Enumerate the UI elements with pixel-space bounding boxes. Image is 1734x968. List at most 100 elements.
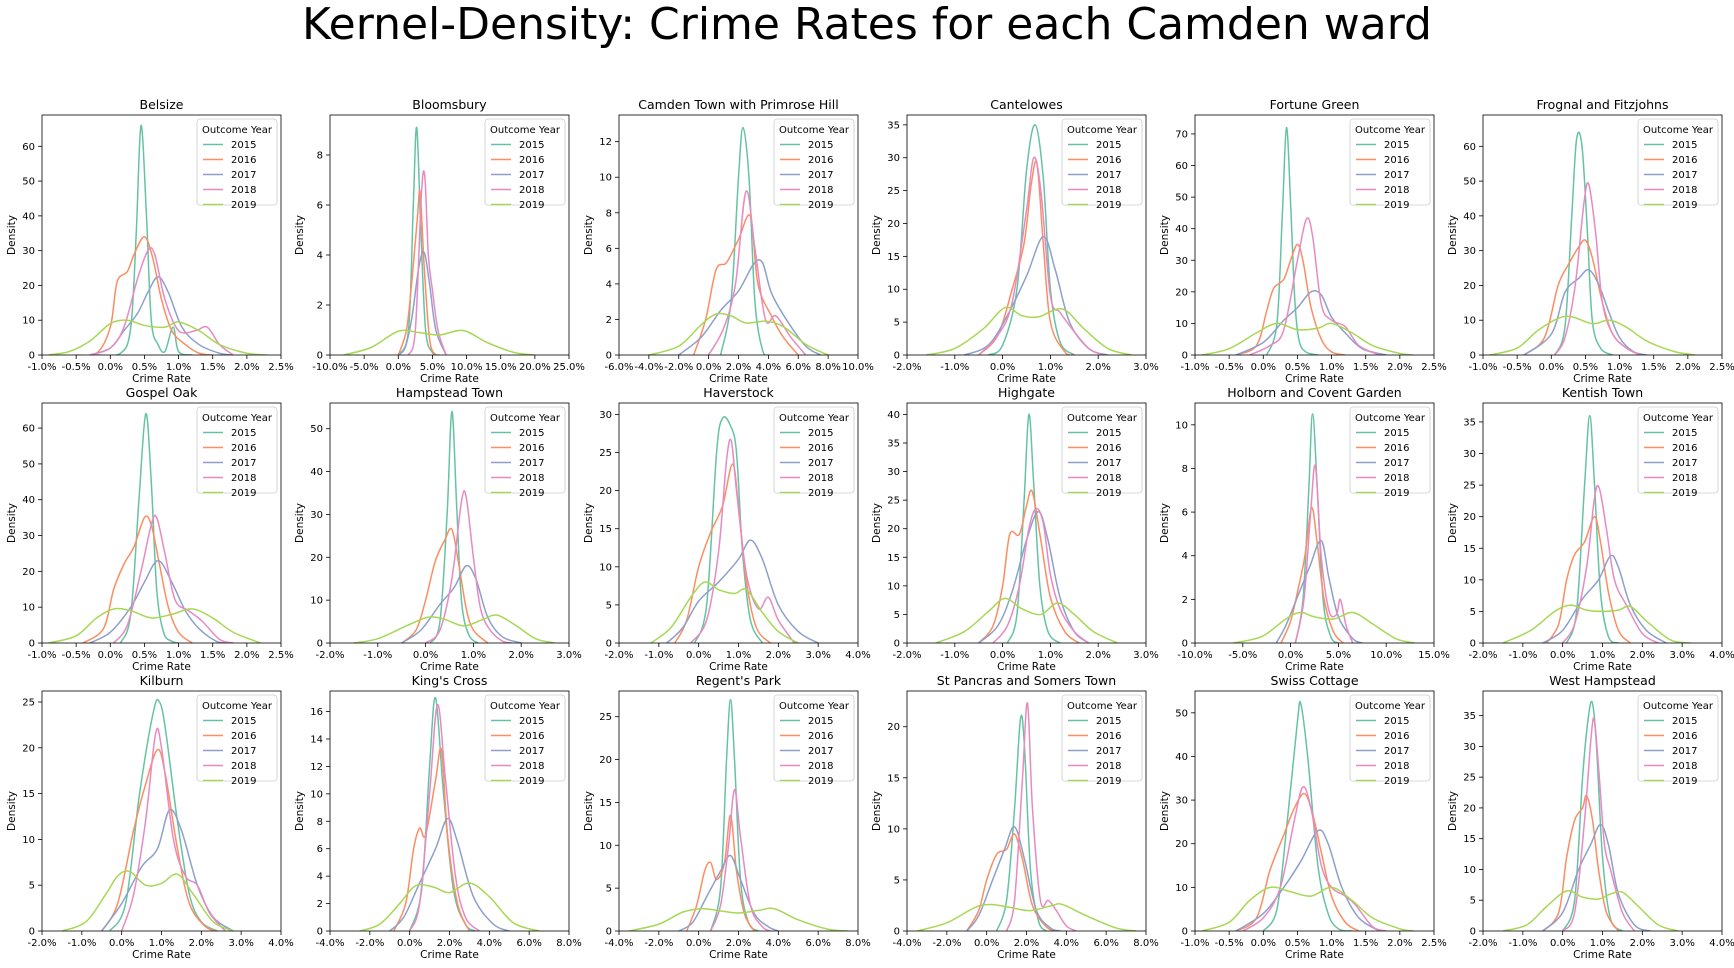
density-curve-2017: [401, 564, 522, 643]
legend-entry: 2015: [519, 140, 544, 151]
y-tick-label: 20: [887, 219, 900, 230]
y-tick-label: 60: [1463, 142, 1476, 153]
x-tick-label: 0.0%: [1251, 362, 1276, 373]
legend-entry: 2019: [1096, 200, 1121, 211]
y-axis-label: Density: [294, 791, 306, 831]
legend-entry: 2018: [519, 473, 544, 484]
subplot-8: Haverstock -2.0% -1.0% 0.0% 1.0% 2.0% 3.0% 4.0%…: [583, 385, 871, 673]
x-tick-label: 2.0%: [1085, 650, 1110, 661]
density-curve-2017: [389, 817, 510, 931]
legend-box: [1349, 118, 1431, 206]
y-tick-label: 20: [1175, 839, 1188, 850]
legend-entry: 2018: [231, 761, 256, 772]
density-curve-2019: [1502, 604, 1691, 643]
x-tick-label: -0.5%: [62, 362, 91, 373]
density-curve-2016: [76, 236, 213, 355]
density-curve-2016: [686, 814, 756, 931]
legend-title: Outcome Year: [1355, 413, 1426, 424]
density-curve-2016: [101, 748, 218, 931]
y-axis-label: Density: [1159, 215, 1171, 255]
density-curve-2019: [916, 902, 1137, 931]
y-axis-label: Density: [294, 503, 306, 543]
legend-entry: 2019: [519, 488, 544, 499]
x-tick-label: -2.0%: [1468, 650, 1497, 661]
legend-title: Outcome Year: [1067, 125, 1138, 136]
legend-entry: 2019: [1672, 200, 1697, 211]
legend-entry: 2016: [519, 443, 544, 454]
x-tick-label: 0.0%: [1278, 650, 1303, 661]
density-curve-2017: [1235, 290, 1387, 355]
legend-entry: 2015: [1672, 716, 1697, 727]
legend-entry: 2018: [808, 185, 833, 196]
x-tick-label: 3.0%: [556, 650, 581, 661]
subplot-1: Bloomsbury-10.0% -5.0% 0.0% 5.0% 10.0% 15.0% 2…: [294, 97, 585, 385]
density-curve-2018: [1554, 181, 1641, 355]
x-tick-label: 0.5%: [132, 362, 157, 373]
y-tick-label: 6: [317, 844, 323, 855]
x-tick-label: 0.0%: [686, 650, 711, 661]
curves: [48, 124, 268, 355]
legend-entry: 2017: [519, 746, 544, 757]
y-tick-label: 4: [1182, 551, 1188, 562]
legend-entry: 2015: [519, 428, 544, 439]
y-tick-label: 20: [887, 524, 900, 535]
y-tick-label: 70: [1175, 129, 1188, 140]
density-curve-2015: [719, 126, 769, 355]
y-axis-label: Density: [583, 791, 595, 831]
x-tick-label: 1.0%: [1607, 362, 1632, 373]
curves: [1502, 700, 1679, 931]
y-tick-label: 20: [22, 567, 35, 578]
y-axis-label: Density: [1159, 791, 1171, 831]
x-tick-label: 2.0%: [1085, 362, 1110, 373]
y-tick-label: 10: [1463, 575, 1476, 586]
subplot-3: Cantelowes -2.0% -1.0% 0.0% 1.0% 2.0% 3.0% 0 5 10…: [871, 97, 1159, 385]
legend: Outcome Year 2015 2016 2017 2018 2019: [773, 694, 855, 787]
x-tick-label: -1.0%: [1180, 362, 1209, 373]
x-tick-label: -10.0%: [1177, 650, 1212, 661]
legend-entry: 2016: [1384, 731, 1409, 742]
legend-entry: 2015: [808, 428, 833, 439]
x-axis-label: Crime Rate: [997, 661, 1056, 673]
legend-entry: 2017: [808, 746, 833, 757]
x-axis-label: Crime Rate: [1573, 949, 1632, 961]
density-curve-2018: [707, 190, 807, 355]
y-tick-label: 25: [887, 186, 900, 197]
y-tick-label: 15: [887, 252, 900, 263]
legend-box: [1061, 406, 1143, 494]
y-axis-label: Density: [6, 215, 18, 255]
subplot-4: Fortune Green -1.0% -0.5% 0.0% 0.5% 1.0% 1.5% 2…: [1159, 97, 1447, 385]
subplot-15: St Pancras and Somers Town -4.0% -2.0% 0.0%…: [871, 673, 1159, 961]
x-tick-label: 4.0%: [766, 938, 791, 949]
axes-frame: [329, 402, 570, 644]
y-tick-label: 4: [606, 279, 612, 290]
x-tick-label: -2.0%: [932, 938, 961, 949]
density-curve-2015: [1565, 414, 1619, 643]
y-tick-label: 10: [1175, 420, 1188, 431]
y-axis-label: Density: [583, 215, 595, 255]
x-tick-label: 15.0%: [1418, 650, 1450, 661]
legend-entry: 2017: [1672, 170, 1697, 181]
legend-title: Outcome Year: [779, 701, 850, 712]
density-curve-2015: [96, 124, 193, 355]
density-curve-2016: [1546, 515, 1631, 643]
legend: Outcome Year 2015 2016 2017 2018 2019: [773, 406, 855, 499]
curves: [916, 702, 1137, 931]
x-axis-label: Crime Rate: [132, 949, 191, 961]
x-tick-label: 2.5%: [1709, 362, 1734, 373]
legend-entry: 2015: [808, 140, 833, 151]
y-tick-label: 6: [317, 201, 323, 212]
legend-box: [1637, 694, 1719, 782]
density-curve-2017: [966, 826, 1061, 931]
x-tick-label: -0.5%: [1215, 362, 1244, 373]
y-tick-label: 15: [1463, 834, 1476, 845]
legend-entry: 2019: [231, 776, 256, 787]
x-axis-label: Crime Rate: [1285, 661, 1344, 673]
x-tick-label: 1.0%: [1590, 650, 1615, 661]
x-tick-label: -5.0%: [1228, 650, 1257, 661]
density-curve-2015: [1006, 413, 1061, 643]
x-tick-label: 1.0%: [1319, 938, 1344, 949]
subplot-title: Bloomsbury: [412, 97, 487, 112]
legend-entry: 2016: [1672, 443, 1697, 454]
legend-title: Outcome Year: [1067, 701, 1138, 712]
density-curve-2019: [1233, 611, 1416, 643]
